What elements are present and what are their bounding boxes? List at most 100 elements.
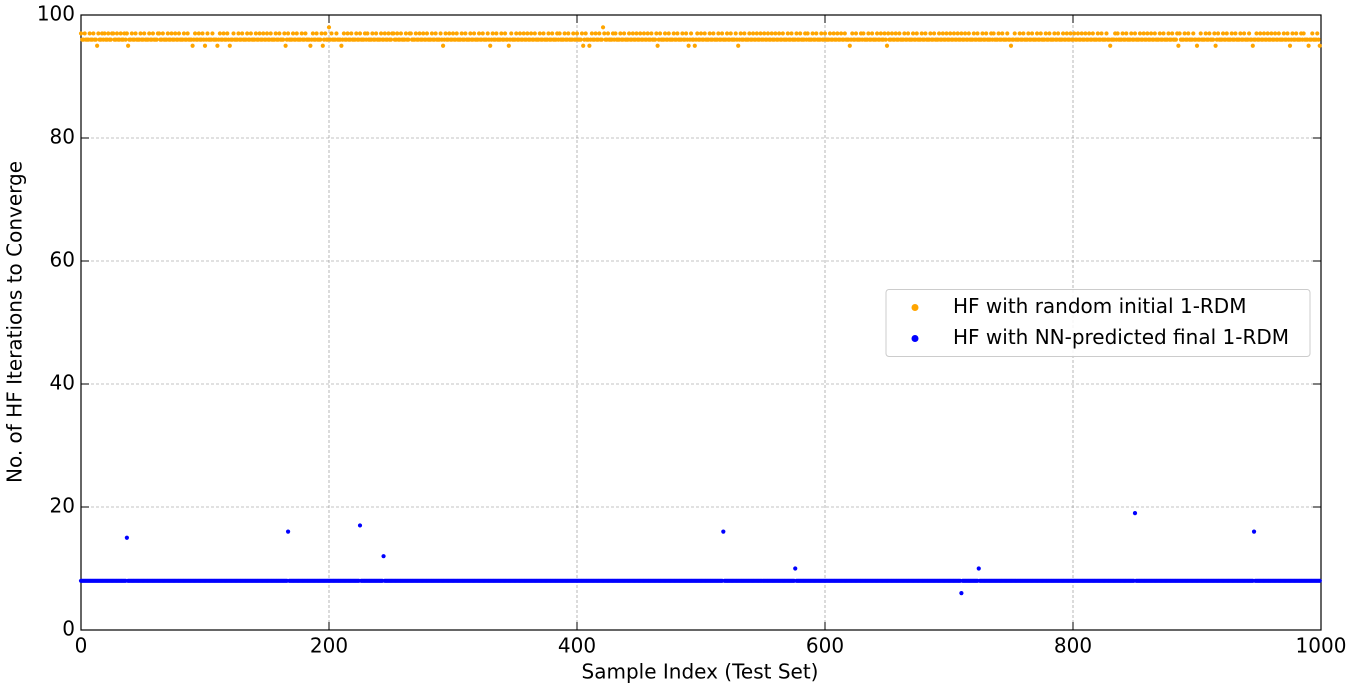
point (82, 31, 87, 36)
point (318, 37, 323, 42)
point (129, 31, 134, 36)
point (398, 31, 404, 36)
point (1246, 31, 1252, 36)
point (546, 31, 551, 36)
point (884, 43, 890, 48)
point (124, 535, 129, 540)
point (996, 31, 1001, 36)
point (532, 31, 537, 36)
point (562, 31, 567, 36)
y-tick-label: 80 (50, 125, 75, 149)
point (541, 31, 546, 36)
point (102, 31, 107, 36)
point (1034, 31, 1040, 36)
point (1072, 31, 1077, 36)
point (290, 31, 296, 36)
point (341, 31, 346, 36)
point (688, 31, 694, 36)
point (653, 37, 658, 42)
point (169, 31, 174, 36)
point (765, 31, 771, 36)
point (440, 43, 446, 48)
point (991, 31, 996, 36)
point (1317, 578, 1322, 583)
point (285, 31, 291, 36)
point (1141, 31, 1146, 36)
point (654, 31, 659, 36)
point (1170, 31, 1175, 36)
point (248, 31, 253, 36)
point (657, 31, 663, 36)
point (1056, 31, 1061, 36)
point (919, 31, 924, 36)
point (827, 31, 833, 36)
point (747, 31, 752, 36)
point (1005, 31, 1010, 36)
point (210, 31, 215, 36)
point (349, 31, 354, 36)
point (738, 31, 743, 36)
point (1233, 31, 1238, 36)
point (308, 43, 313, 48)
point (1285, 31, 1290, 36)
point (1276, 31, 1281, 36)
point (959, 591, 964, 596)
point (923, 31, 928, 36)
point (150, 31, 156, 36)
point (1265, 31, 1270, 36)
point (593, 31, 598, 36)
point (793, 566, 798, 571)
point (329, 31, 334, 36)
point (680, 31, 685, 36)
point (357, 523, 363, 528)
y-tick-label: 20 (50, 494, 75, 518)
x-tick-label: 400 (558, 634, 596, 658)
point (537, 31, 542, 36)
point (574, 31, 580, 36)
point (118, 31, 123, 36)
point (1224, 31, 1229, 36)
x-tick-label: 800 (1054, 634, 1092, 658)
point (798, 31, 803, 36)
point (281, 37, 286, 42)
point (391, 31, 396, 36)
point (589, 31, 594, 36)
point (245, 31, 250, 36)
point (413, 31, 418, 36)
y-tick-label: 40 (50, 371, 75, 395)
point (719, 31, 725, 36)
point (874, 31, 880, 36)
point (1220, 31, 1226, 36)
point (421, 31, 426, 36)
point (641, 31, 647, 36)
y-tick-label: 100 (37, 2, 75, 26)
point (357, 31, 363, 36)
point (403, 31, 408, 36)
point (1079, 31, 1084, 36)
point (645, 31, 650, 36)
point (810, 31, 815, 36)
point (1254, 31, 1259, 36)
point (861, 31, 866, 36)
point (587, 43, 592, 48)
point (889, 31, 895, 36)
point (1215, 31, 1221, 36)
point (882, 31, 887, 36)
point (429, 31, 435, 36)
point (205, 31, 210, 36)
point (1060, 31, 1066, 36)
point (1000, 31, 1005, 36)
point (111, 31, 116, 36)
point (976, 566, 981, 571)
x-tick-label: 1000 (1296, 634, 1347, 658)
point (951, 31, 957, 36)
point (459, 31, 464, 36)
point (886, 31, 891, 36)
point (1145, 31, 1150, 36)
point (185, 31, 190, 36)
point (963, 31, 968, 36)
point (870, 31, 875, 36)
point (314, 31, 319, 36)
point (190, 43, 195, 48)
